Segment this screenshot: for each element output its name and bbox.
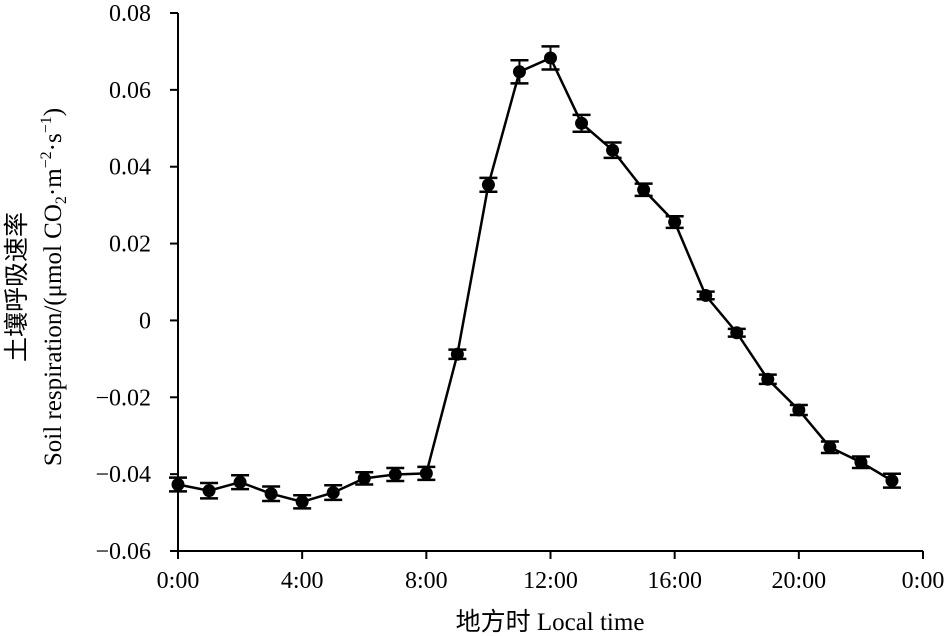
y-axis-title-co2-sub: 2 — [53, 196, 70, 204]
data-point — [450, 347, 464, 361]
x-tick-label: 0:00 — [157, 568, 200, 594]
y-axis-ticks: 0.08 0.06 0.04 0.02 0 −0.02 −0.04 −0.06 — [95, 1, 178, 565]
data-point — [264, 487, 278, 501]
data-point — [854, 455, 868, 469]
y-axis-title: 土壤呼吸速率 Soil respiration/(μmol CO2·m−2·s−… — [3, 108, 70, 466]
data-point — [637, 183, 651, 197]
y-axis-title-sup-m: −2 — [38, 151, 55, 168]
data-point — [512, 65, 526, 79]
y-tick-label: 0.02 — [109, 232, 151, 258]
y-tick-label: −0.04 — [95, 462, 151, 488]
data-point — [419, 466, 433, 480]
data-point — [792, 403, 806, 417]
data-point — [326, 486, 340, 500]
y-tick-label: 0.08 — [109, 1, 151, 27]
data-point — [202, 484, 216, 498]
y-tick-label: 0.06 — [109, 78, 151, 104]
data-point — [233, 475, 247, 489]
data-point — [295, 495, 309, 509]
x-tick-label: 12:00 — [523, 568, 578, 594]
data-point — [699, 288, 713, 302]
y-axis-title-sup-s: −1 — [38, 116, 55, 133]
series-line — [177, 56, 893, 504]
x-tick-label: 20:00 — [771, 568, 826, 594]
data-point — [730, 326, 744, 340]
data-point — [575, 116, 589, 130]
y-tick-label: −0.06 — [95, 539, 151, 565]
data-point — [481, 178, 495, 192]
data-point — [823, 440, 837, 454]
chart-axes — [177, 13, 923, 552]
data-point — [544, 51, 557, 65]
data-point — [761, 372, 775, 386]
y-axis-title-cn: 土壤呼吸速率 — [3, 212, 31, 362]
data-point — [668, 215, 682, 229]
data-point — [606, 143, 620, 157]
data-point — [171, 478, 185, 492]
y-axis-title-en-main: Soil respiration/(μmol CO — [40, 204, 67, 466]
series-polyline — [177, 56, 893, 504]
y-axis-title-unit-m: ·m — [40, 168, 67, 196]
data-points — [171, 51, 899, 509]
y-axis-title-unit-s: ·s — [40, 133, 67, 151]
x-axis-ticks: 0:00 4:00 8:00 12:00 16:00 20:00 0:00 — [157, 551, 945, 594]
data-point — [388, 468, 402, 482]
x-tick-label: 8:00 — [405, 568, 448, 594]
error-bars — [169, 45, 901, 510]
y-axis-title-close: ) — [40, 108, 67, 116]
y-tick-label: 0 — [139, 308, 151, 334]
y-axis-title-en: Soil respiration/(μmol CO2·m−2·s−1) — [38, 108, 70, 466]
data-point — [885, 474, 899, 488]
x-axis-title: 地方时 Local time — [456, 608, 645, 636]
y-tick-label: 0.04 — [109, 155, 151, 181]
x-tick-label: 4:00 — [281, 568, 324, 594]
y-tick-label: −0.02 — [95, 385, 151, 411]
x-tick-label: 0:00 — [902, 568, 945, 594]
data-point — [357, 471, 371, 485]
x-tick-label: 16:00 — [647, 568, 702, 594]
